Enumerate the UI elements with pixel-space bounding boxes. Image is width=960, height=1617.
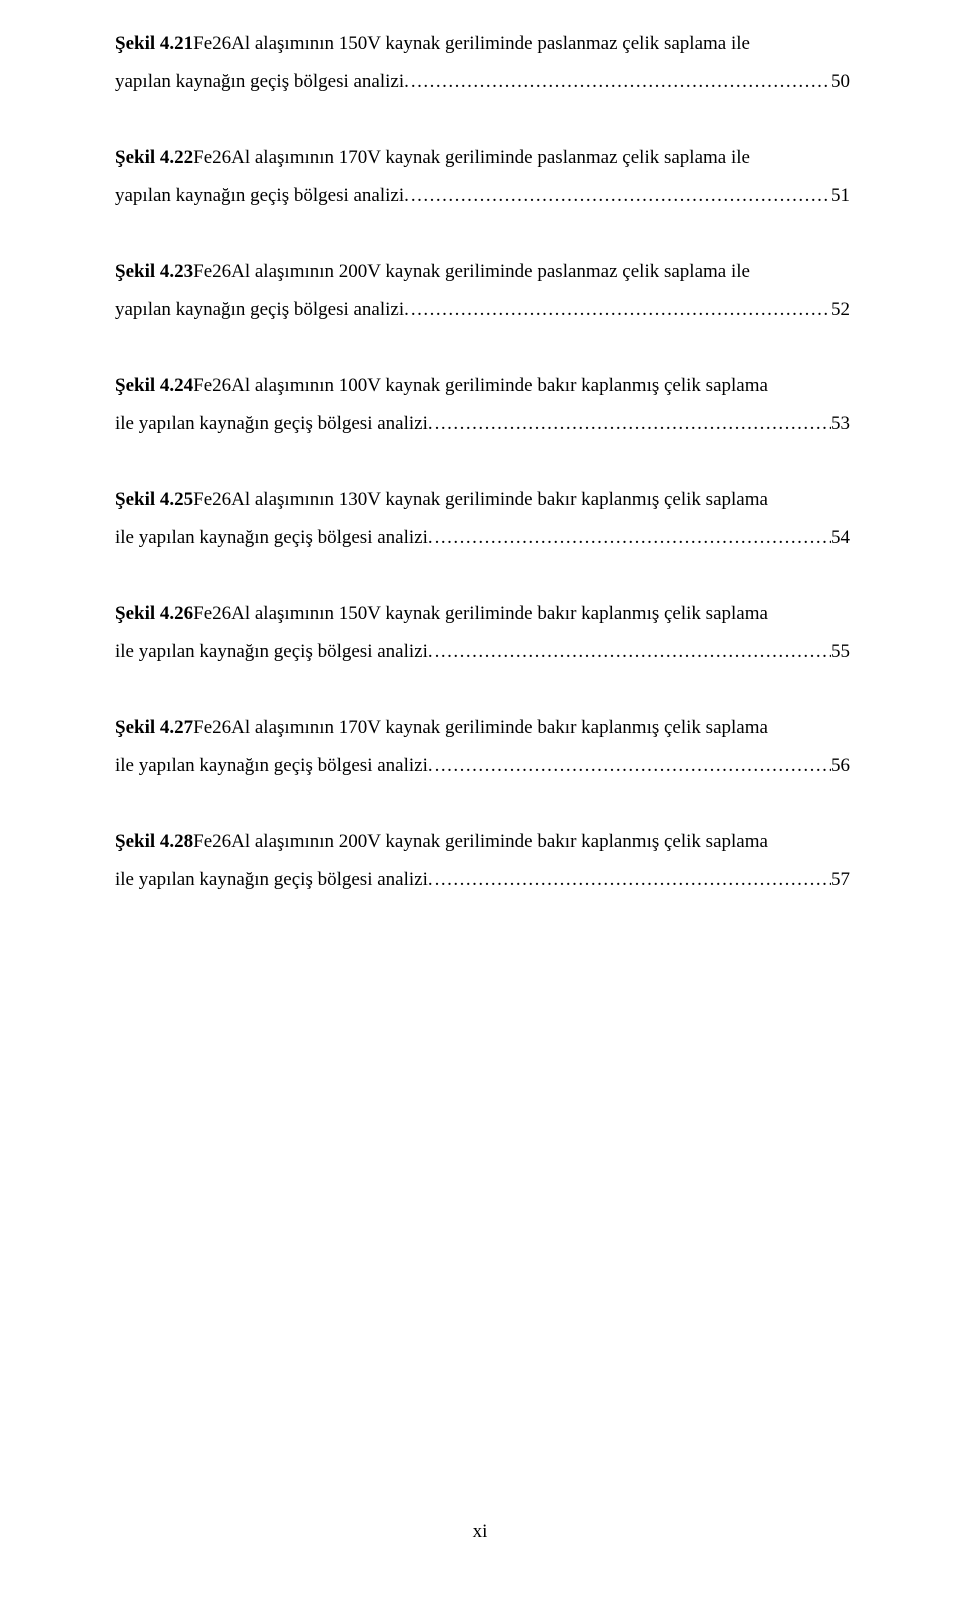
figure-entry: Şekil 4.27 Fe26Al alaşımının 170V kaynak…: [115, 709, 850, 785]
leader-dots: [433, 861, 831, 899]
page-reference: 53: [831, 405, 850, 443]
page-reference: 50: [831, 63, 850, 101]
entry-line-2: yapılan kaynağın geçiş bölgesi analizi. …: [115, 63, 850, 101]
entry-line-2: ile yapılan kaynağın geçiş bölgesi anali…: [115, 747, 850, 785]
entry-line-2: yapılan kaynağın geçiş bölgesi analizi. …: [115, 177, 850, 215]
entry-line-1: Şekil 4.23 Fe26Al alaşımının 200V kaynak…: [115, 253, 850, 291]
leader-dots: [409, 291, 831, 329]
entry-line-2: ile yapılan kaynağın geçiş bölgesi anali…: [115, 519, 850, 557]
leader-dots: [433, 405, 831, 443]
figure-description-line1: Fe26Al alaşımının 170V kaynak gerilimind…: [193, 709, 768, 747]
entry-line-2: ile yapılan kaynağın geçiş bölgesi anali…: [115, 405, 850, 443]
figure-label: Şekil 4.27: [115, 709, 193, 747]
entry-line-1: Şekil 4.25 Fe26Al alaşımının 130V kaynak…: [115, 481, 850, 519]
page-reference: 54: [831, 519, 850, 557]
figure-description-line2: yapılan kaynağın geçiş bölgesi analizi.: [115, 63, 409, 101]
entry-line-1: Şekil 4.28 Fe26Al alaşımının 200V kaynak…: [115, 823, 850, 861]
entry-line-2: ile yapılan kaynağın geçiş bölgesi anali…: [115, 861, 850, 899]
figure-label: Şekil 4.28: [115, 823, 193, 861]
figure-description-line1: Fe26Al alaşımının 100V kaynak gerilimind…: [193, 367, 768, 405]
figure-label: Şekil 4.24: [115, 367, 193, 405]
figure-label: Şekil 4.23: [115, 253, 193, 291]
page-reference: 57: [831, 861, 850, 899]
figure-description-line2: ile yapılan kaynağın geçiş bölgesi anali…: [115, 747, 433, 785]
figure-entry: Şekil 4.24 Fe26Al alaşımının 100V kaynak…: [115, 367, 850, 443]
entry-line-1: Şekil 4.22 Fe26Al alaşımının 170V kaynak…: [115, 139, 850, 177]
figure-description-line2: yapılan kaynağın geçiş bölgesi analizi.: [115, 177, 409, 215]
figure-description-line2: ile yapılan kaynağın geçiş bölgesi anali…: [115, 633, 433, 671]
figure-description-line1: Fe26Al alaşımının 150V kaynak gerilimind…: [193, 595, 768, 633]
figure-description-line2: yapılan kaynağın geçiş bölgesi analizi.: [115, 291, 409, 329]
page-reference: 51: [831, 177, 850, 215]
entry-line-2: yapılan kaynağın geçiş bölgesi analizi. …: [115, 291, 850, 329]
figure-description-line2: ile yapılan kaynağın geçiş bölgesi anali…: [115, 519, 433, 557]
figure-entry: Şekil 4.21 Fe26Al alaşımının 150V kaynak…: [115, 25, 850, 101]
figure-description-line1: Fe26Al alaşımının 200V kaynak gerilimind…: [193, 253, 750, 291]
figure-label: Şekil 4.21: [115, 25, 193, 63]
figure-label: Şekil 4.26: [115, 595, 193, 633]
page-reference: 56: [831, 747, 850, 785]
leader-dots: [433, 519, 831, 557]
figure-entry: Şekil 4.25 Fe26Al alaşımının 130V kaynak…: [115, 481, 850, 557]
figure-description-line1: Fe26Al alaşımının 150V kaynak gerilimind…: [193, 25, 750, 63]
figure-entry: Şekil 4.28 Fe26Al alaşımının 200V kaynak…: [115, 823, 850, 899]
figure-label: Şekil 4.22: [115, 139, 193, 177]
page-reference: 52: [831, 291, 850, 329]
figure-description-line2: ile yapılan kaynağın geçiş bölgesi anali…: [115, 405, 433, 443]
figure-entry: Şekil 4.23 Fe26Al alaşımının 200V kaynak…: [115, 253, 850, 329]
entry-line-1: Şekil 4.21 Fe26Al alaşımının 150V kaynak…: [115, 25, 850, 63]
leader-dots: [409, 63, 831, 101]
entry-line-2: ile yapılan kaynağın geçiş bölgesi anali…: [115, 633, 850, 671]
leader-dots: [433, 633, 831, 671]
leader-dots: [409, 177, 831, 215]
entry-line-1: Şekil 4.24 Fe26Al alaşımının 100V kaynak…: [115, 367, 850, 405]
page-number-footer: xi: [0, 1521, 960, 1543]
figure-description-line1: Fe26Al alaşımının 200V kaynak gerilimind…: [193, 823, 768, 861]
figure-entry: Şekil 4.26 Fe26Al alaşımının 150V kaynak…: [115, 595, 850, 671]
leader-dots: [433, 747, 831, 785]
entry-line-1: Şekil 4.27 Fe26Al alaşımının 170V kaynak…: [115, 709, 850, 747]
page-reference: 55: [831, 633, 850, 671]
figure-entry: Şekil 4.22 Fe26Al alaşımının 170V kaynak…: [115, 139, 850, 215]
figure-description-line1: Fe26Al alaşımının 130V kaynak gerilimind…: [193, 481, 768, 519]
figure-list: Şekil 4.21 Fe26Al alaşımının 150V kaynak…: [115, 25, 850, 899]
figure-description-line1: Fe26Al alaşımının 170V kaynak gerilimind…: [193, 139, 750, 177]
entry-line-1: Şekil 4.26 Fe26Al alaşımının 150V kaynak…: [115, 595, 850, 633]
figure-label: Şekil 4.25: [115, 481, 193, 519]
figure-description-line2: ile yapılan kaynağın geçiş bölgesi anali…: [115, 861, 433, 899]
